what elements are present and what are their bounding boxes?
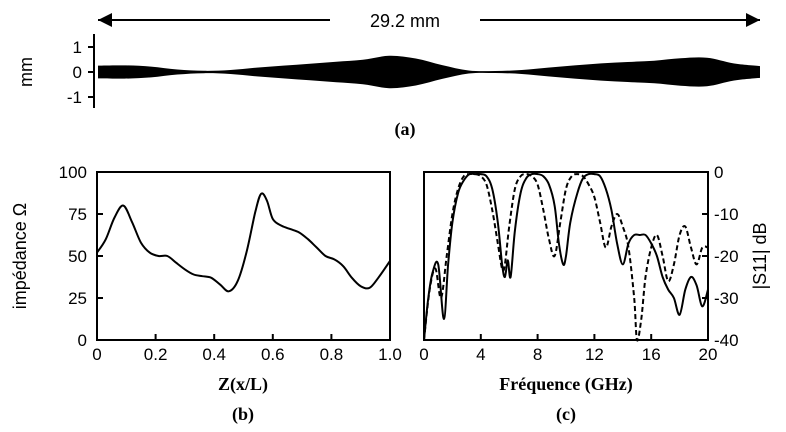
- xtick-label: 0: [419, 345, 428, 364]
- conductor-profile-shape: [98, 55, 760, 89]
- ytick-label: 100: [59, 163, 87, 182]
- xtick-label: 8: [533, 345, 542, 364]
- panel-b-yticks: 0 25 50 75 100: [59, 163, 103, 350]
- xtick-label: 20: [699, 345, 718, 364]
- ytick-label: 50: [68, 247, 87, 266]
- panel-a-yticks: 1 0 -1: [67, 38, 94, 107]
- panel-b-xlabel: Z(x/L): [218, 374, 268, 395]
- panel-c-ylabel: |S11| dB: [750, 222, 770, 289]
- xtick-label: 0: [92, 345, 101, 364]
- ytick-label: -40: [714, 331, 739, 350]
- panel-a-ytick-label: 0: [73, 63, 82, 82]
- s11-dashed-line: [423, 172, 709, 342]
- ytick-label: -10: [714, 205, 739, 224]
- s11-solid-line: [423, 172, 709, 341]
- xtick-label: 16: [642, 345, 661, 364]
- panel-a-ytick-label: -1: [67, 88, 82, 107]
- panel-c: 0 -10 -20 -30 -40 0 4 8 12 16 20 |S11| dB Fréquen…: [419, 163, 770, 425]
- panel-a-ylabel: mm: [16, 57, 36, 87]
- panel-c-yticks: 0 -10 -20 -30 -40: [702, 163, 739, 350]
- panel-b-frame: [96, 171, 391, 341]
- xtick-label: 1.0: [378, 345, 402, 364]
- xtick-label: 0.2: [144, 345, 168, 364]
- panel-label-b: (b): [232, 404, 254, 425]
- ytick-label: 0: [714, 163, 723, 182]
- xtick-label: 0.6: [261, 345, 285, 364]
- panel-c-xlabel: Fréquence (GHz): [499, 374, 632, 395]
- xtick-label: 12: [585, 345, 604, 364]
- panel-a-ytick-label: 1: [73, 38, 82, 57]
- panel-a: 29.2 mm mm 1 0 -1 (a): [16, 11, 760, 140]
- ytick-label: 25: [68, 289, 87, 308]
- ytick-label: 0: [78, 331, 87, 350]
- ytick-label: -30: [714, 289, 739, 308]
- dimension-label: 29.2 mm: [370, 11, 440, 31]
- impedance-line: [96, 192, 391, 293]
- xtick-label: 4: [476, 345, 485, 364]
- panel-c-xticks: 0 4 8 12 16 20: [419, 334, 717, 364]
- panel-b-ylabel: impédance Ω: [10, 203, 30, 310]
- panel-b-xticks: 0 0.2 0.4 0.6 0.8 1.0: [92, 334, 402, 364]
- ytick-label: -20: [714, 247, 739, 266]
- panel-label-c: (c): [556, 404, 576, 425]
- xtick-label: 0.8: [320, 345, 344, 364]
- panel-label-a: (a): [395, 119, 416, 140]
- ytick-label: 75: [68, 205, 87, 224]
- xtick-label: 0.4: [202, 345, 226, 364]
